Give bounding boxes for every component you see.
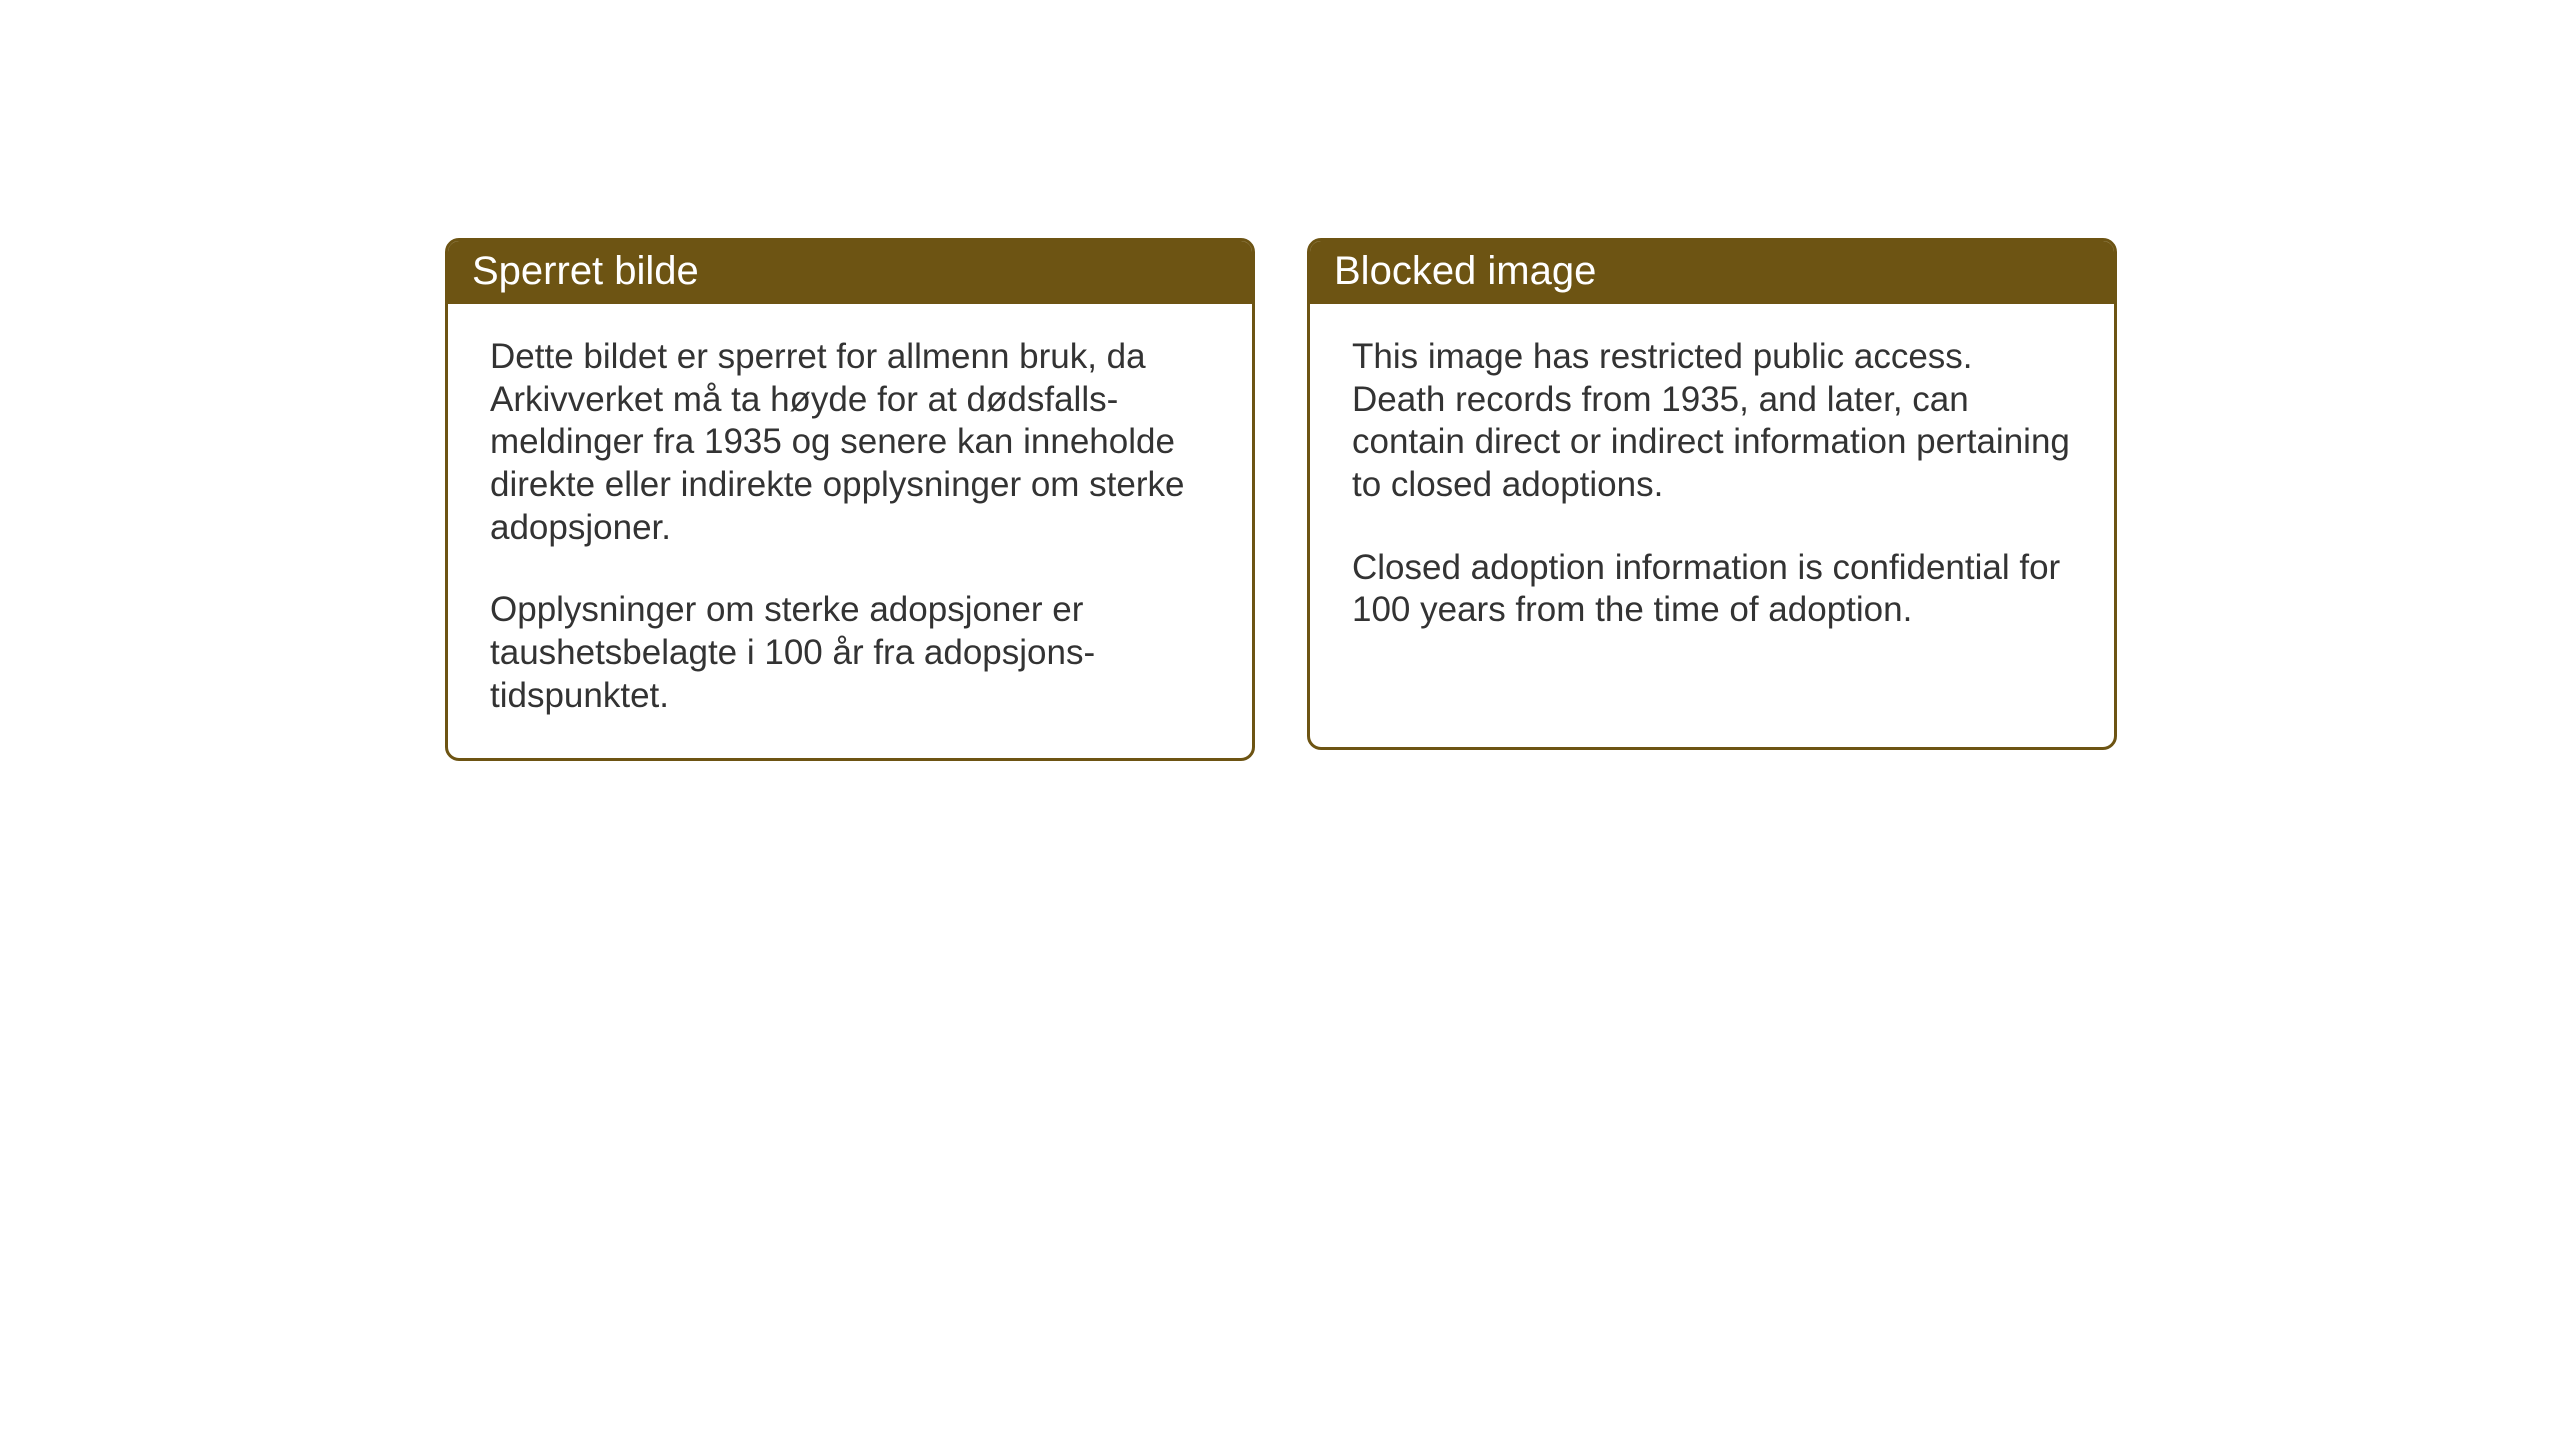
notice-box-english: Blocked image This image has restricted … <box>1307 238 2117 750</box>
notice-header-english: Blocked image <box>1310 241 2114 304</box>
notice-header-norwegian: Sperret bilde <box>448 241 1252 304</box>
notice-box-norwegian: Sperret bilde Dette bildet er sperret fo… <box>445 238 1255 761</box>
notice-container: Sperret bilde Dette bildet er sperret fo… <box>0 0 2560 761</box>
notice-paragraph-2-no: Opplysninger om sterke adopsjoner er tau… <box>490 589 1210 717</box>
notice-paragraph-1-en: This image has restricted public access.… <box>1352 336 2072 507</box>
notice-paragraph-1-no: Dette bildet er sperret for allmenn bruk… <box>490 336 1210 549</box>
notice-body-norwegian: Dette bildet er sperret for allmenn bruk… <box>448 304 1252 758</box>
notice-paragraph-2-en: Closed adoption information is confident… <box>1352 547 2072 632</box>
notice-body-english: This image has restricted public access.… <box>1310 304 2114 672</box>
